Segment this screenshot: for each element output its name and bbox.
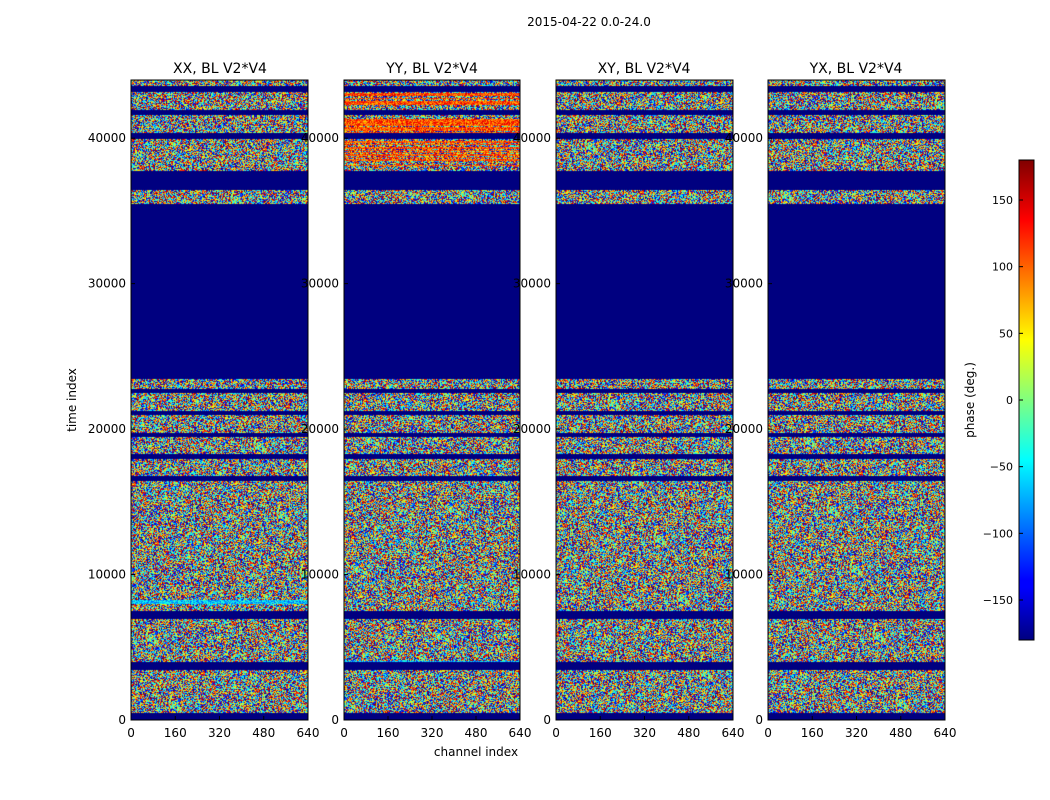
x-tick-label: 160 [801, 726, 824, 740]
y-tick-label: 20000 [88, 422, 126, 436]
y-tick-label: 10000 [725, 568, 763, 582]
x-tick-label: 0 [764, 726, 772, 740]
x-tick-label: 480 [677, 726, 700, 740]
figure-suptitle: 2015-04-22 0.0-24.0 [527, 15, 651, 29]
colorbar-tick-label: 100 [992, 261, 1013, 274]
panel-title-xx: XX, BL V2*V4 [173, 61, 267, 77]
y-tick-label: 20000 [725, 422, 763, 436]
colorbar: 150 100 50 0 −50 −100 −150 phase (deg.) [963, 159, 1035, 641]
x-tick-label: 160 [377, 726, 400, 740]
x-tick-label: 160 [589, 726, 612, 740]
colorbar-label: phase (deg.) [963, 362, 977, 438]
heatmap-yx [768, 80, 945, 720]
panel-xy: XY, BL V2*V4 0 160 320 480 640 0 10000 20000 30… [513, 61, 745, 740]
x-tick-label: 480 [889, 726, 912, 740]
y-axis-label: time index [65, 368, 79, 432]
colorbar-tick-label: −100 [983, 527, 1013, 540]
heatmap-yy [344, 80, 520, 720]
y-tick-label: 10000 [513, 568, 551, 582]
y-tick-label: 0 [331, 713, 339, 727]
x-tick-label: 480 [252, 726, 275, 740]
y-tick-label: 40000 [513, 131, 551, 145]
y-tick-label: 30000 [88, 277, 126, 291]
x-tick-label: 320 [421, 726, 444, 740]
colorbar-tick-label: 50 [999, 327, 1013, 340]
panel-yx: YX, BL V2*V4 0 160 320 480 640 0 10000 20000 30… [725, 61, 957, 740]
panel-yy: YY, BL V2*V4 0 160 320 480 640 0 10000 20000 30… [301, 61, 532, 740]
x-axis-label: channel index [434, 745, 518, 759]
panel-title-yx: YX, BL V2*V4 [809, 61, 903, 77]
x-tick-label: 480 [465, 726, 488, 740]
heatmap-xx [131, 80, 308, 720]
colorbar-tick-label: 0 [1006, 394, 1013, 407]
panel-title-xy: XY, BL V2*V4 [598, 61, 691, 77]
x-tick-label: 640 [934, 726, 957, 740]
x-tick-label: 0 [127, 726, 135, 740]
panel-title-yy: YY, BL V2*V4 [385, 61, 478, 77]
y-tick-label: 40000 [88, 131, 126, 145]
x-tick-label: 320 [208, 726, 231, 740]
x-tick-label: 160 [164, 726, 187, 740]
panel-xx: XX, BL V2*V4 0 160 320 480 640 0 10000 20000 30… [88, 61, 320, 740]
colorbar-tick-label: −50 [990, 461, 1013, 474]
x-tick-label: 0 [552, 726, 560, 740]
y-tick-label: 20000 [513, 422, 551, 436]
y-tick-label: 0 [543, 713, 551, 727]
heatmap-xy [556, 80, 733, 720]
x-tick-label: 0 [340, 726, 348, 740]
x-tick-label: 320 [633, 726, 656, 740]
y-tick-label: 20000 [301, 422, 339, 436]
y-tick-label: 30000 [513, 277, 551, 291]
x-tick-label: 320 [845, 726, 868, 740]
y-tick-label: 10000 [301, 568, 339, 582]
x-tick-label: 640 [297, 726, 320, 740]
y-tick-label: 30000 [725, 277, 763, 291]
colorbar-tick-label: 150 [992, 194, 1013, 207]
y-tick-label: 10000 [88, 568, 126, 582]
y-tick-label: 30000 [301, 277, 339, 291]
y-tick-label: 40000 [725, 131, 763, 145]
x-tick-label: 640 [722, 726, 745, 740]
y-tick-label: 40000 [301, 131, 339, 145]
colorbar-tick-label: −150 [983, 594, 1013, 607]
y-tick-label: 0 [755, 713, 763, 727]
y-tick-label: 0 [118, 713, 126, 727]
x-tick-label: 640 [509, 726, 532, 740]
